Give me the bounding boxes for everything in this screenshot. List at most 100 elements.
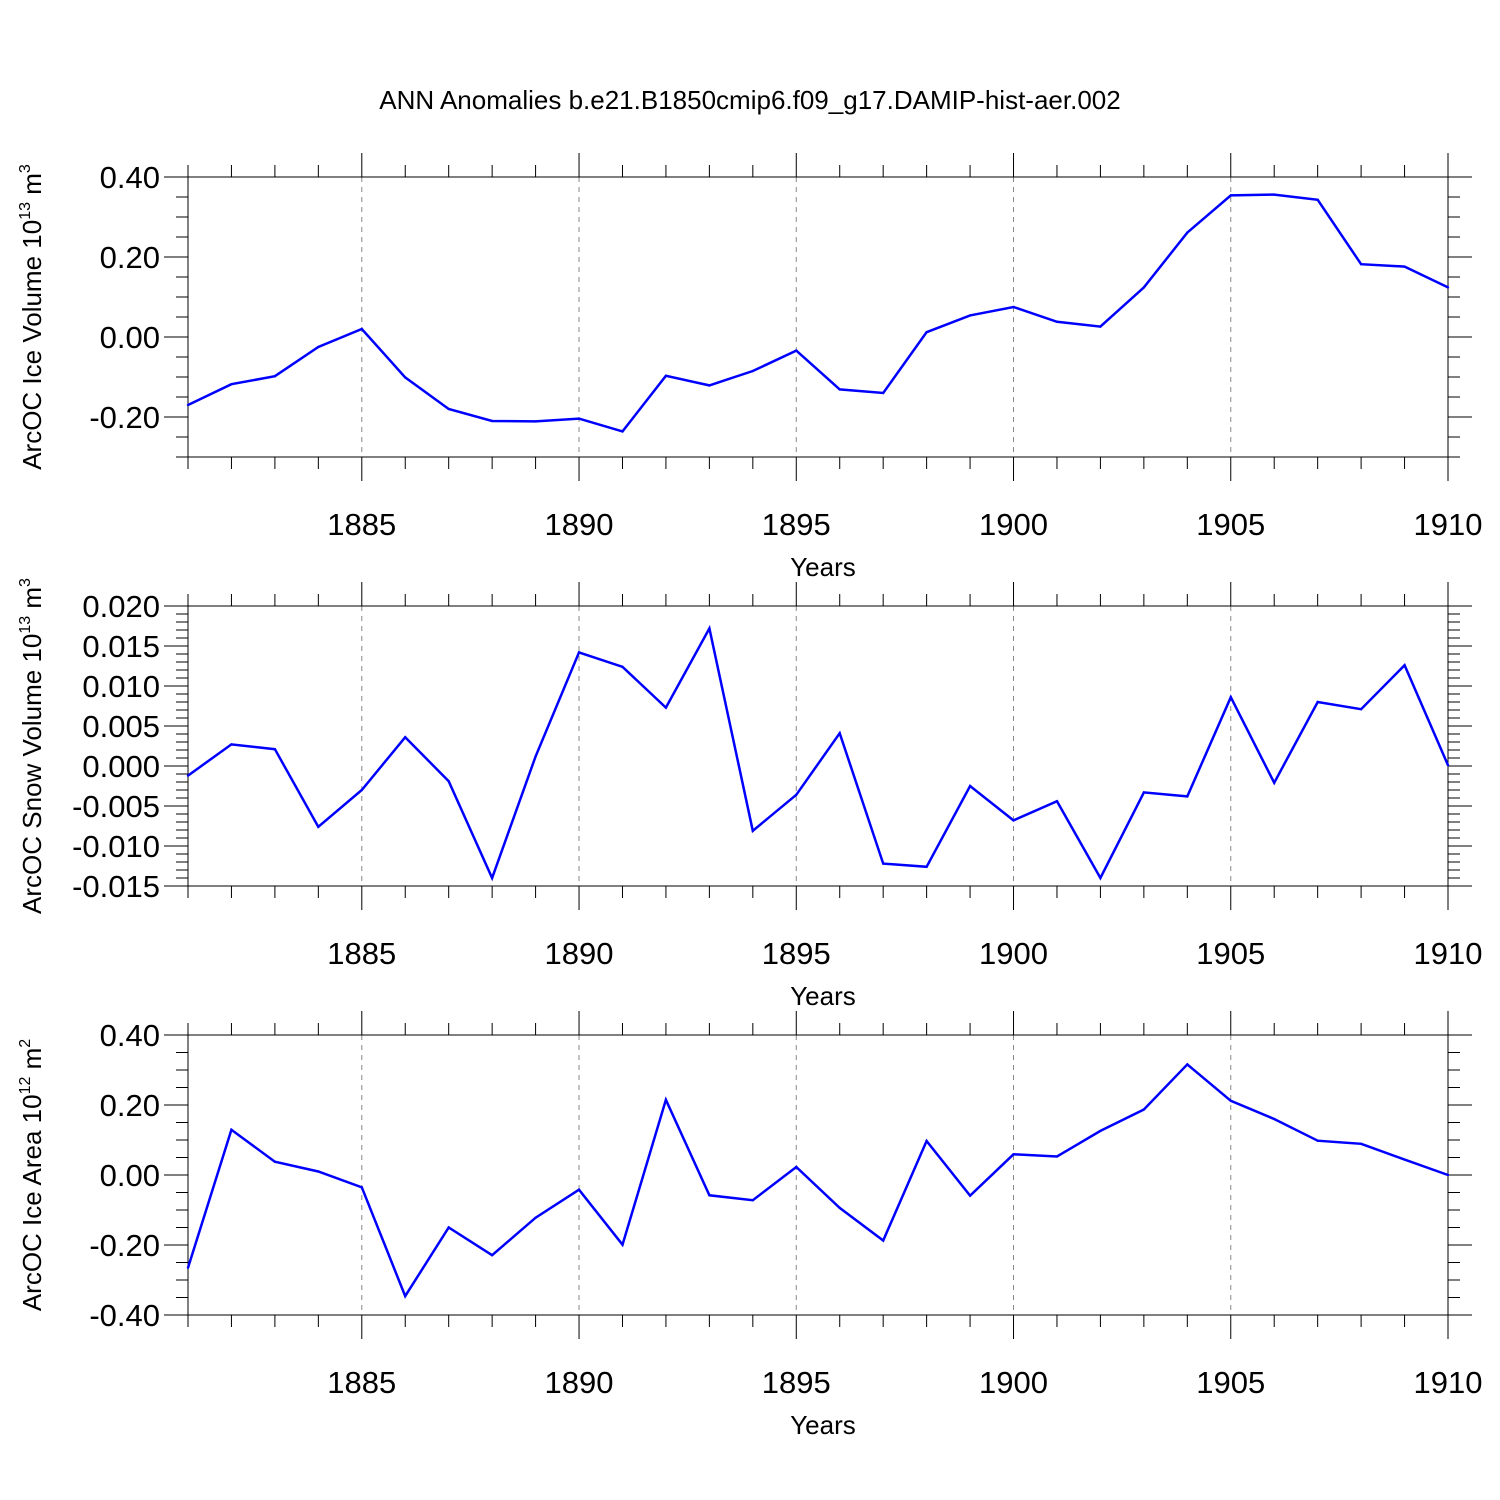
data-point xyxy=(1229,1099,1232,1103)
x-tick-label: 1890 xyxy=(545,936,614,971)
data-point xyxy=(186,774,190,777)
data-point xyxy=(664,374,668,377)
data-point xyxy=(534,1216,537,1219)
data-point xyxy=(1142,1108,1146,1111)
data-point xyxy=(1012,819,1015,822)
data-point xyxy=(925,865,928,868)
data-point xyxy=(968,314,972,317)
data-point xyxy=(838,1206,841,1210)
data-point xyxy=(230,383,233,386)
data-point xyxy=(795,349,798,352)
data-point xyxy=(577,651,581,654)
data-point xyxy=(1055,320,1059,323)
data-point xyxy=(664,1098,668,1101)
x-tick-label: 1895 xyxy=(762,507,831,542)
data-point xyxy=(1403,1158,1406,1161)
data-point xyxy=(838,732,841,735)
panel-2: -0.015 -0.010 -0.005 0.000 0.005 0.010 0.015 0.… xyxy=(17,578,1482,1011)
x-tick-label: 1905 xyxy=(1196,936,1265,971)
x-axis-title: Years xyxy=(790,981,856,1011)
data-point xyxy=(404,376,407,379)
data-point xyxy=(1316,198,1319,201)
data-point xyxy=(1446,764,1450,767)
y-axis-title: ArcOC Ice Area 1012 m2 xyxy=(17,1039,47,1311)
data-point xyxy=(317,1170,320,1173)
x-axis-title: Years xyxy=(790,1410,856,1440)
data-point xyxy=(447,407,450,411)
y-tick-label: -0.010 xyxy=(72,829,160,864)
data-point xyxy=(621,1243,624,1246)
y-tick-label: -0.20 xyxy=(89,400,160,435)
plot-frame xyxy=(187,605,1449,887)
panel-1: -0.20 0.00 0.20 0.40 1885 1890 1895 1900 1905 191… xyxy=(17,153,1482,582)
data-point xyxy=(1273,1117,1276,1121)
data-point xyxy=(447,1226,450,1229)
x-tick-label: 1905 xyxy=(1196,1365,1265,1400)
y-tick-label: 0.20 xyxy=(100,1088,160,1123)
data-point xyxy=(1273,781,1276,784)
data-point xyxy=(1012,305,1015,309)
x-tick-label: 1885 xyxy=(327,1365,396,1400)
data-point xyxy=(1186,231,1189,234)
y-tick-label: 0.20 xyxy=(100,240,160,275)
y-tick-label: -0.015 xyxy=(72,869,160,904)
data-point xyxy=(881,391,885,395)
x-tick-label: 1890 xyxy=(545,507,614,542)
data-point xyxy=(1446,286,1450,289)
data-point xyxy=(490,1253,494,1257)
y-tick-label: 0.005 xyxy=(82,709,160,744)
data-point xyxy=(795,793,798,796)
data-point xyxy=(273,1160,277,1163)
data-point xyxy=(1316,1139,1319,1142)
y-tick-label: 0.020 xyxy=(82,589,160,624)
data-point xyxy=(534,755,537,758)
data-point xyxy=(447,780,450,783)
data-point xyxy=(360,327,363,331)
data-point xyxy=(838,388,841,391)
data-point xyxy=(1359,263,1363,266)
data-point xyxy=(186,403,190,407)
data-point xyxy=(577,1188,581,1191)
data-point xyxy=(1099,1129,1102,1133)
x-axis-title: Years xyxy=(790,552,856,582)
data-point xyxy=(881,1239,885,1242)
x-tick-label: 1910 xyxy=(1414,1365,1483,1400)
y-axis-title: ArcOC Snow Volume 1013 m3 xyxy=(17,578,47,914)
figure-title: ANN Anomalies b.e21.B1850cmip6.f09_g17.D… xyxy=(379,85,1120,115)
data-point xyxy=(490,876,494,880)
y-tick-label: 0.010 xyxy=(82,669,160,704)
data-point xyxy=(1359,1142,1363,1146)
plot-frame xyxy=(187,176,1449,458)
y-tick-label: 0.40 xyxy=(100,1018,160,1053)
data-point xyxy=(1099,325,1102,328)
x-tick-label: 1910 xyxy=(1414,507,1483,542)
data-point xyxy=(968,784,972,788)
data-point xyxy=(1403,664,1406,667)
data-point xyxy=(925,1139,928,1143)
data-point xyxy=(404,736,407,739)
data-point xyxy=(360,1186,363,1189)
data-point xyxy=(621,430,624,433)
y-tick-label: 0.40 xyxy=(100,160,160,195)
data-point xyxy=(881,862,885,865)
x-tick-label: 1885 xyxy=(327,507,396,542)
y-tick-label: 0.000 xyxy=(82,749,160,784)
data-point xyxy=(708,384,711,387)
data-point xyxy=(230,743,233,746)
data-point xyxy=(1186,1063,1189,1066)
data-point xyxy=(1273,193,1276,196)
data-point xyxy=(317,345,320,349)
data-point xyxy=(534,420,537,423)
data-point xyxy=(1229,696,1232,699)
y-axis-title: ArcOC Ice Volume 1013 m3 xyxy=(17,164,47,470)
panel-3: -0.40 -0.20 0.00 0.20 0.40 1885 1890 1895 1900 19… xyxy=(17,1011,1482,1440)
data-point xyxy=(925,331,928,334)
data-point xyxy=(1359,708,1363,711)
data-point xyxy=(273,748,277,751)
series-line xyxy=(187,193,1449,433)
x-tick-label: 1895 xyxy=(762,936,831,971)
y-tick-label: 0.015 xyxy=(82,629,160,664)
data-point xyxy=(1055,800,1059,803)
data-point xyxy=(360,788,363,792)
data-point xyxy=(968,1194,972,1197)
